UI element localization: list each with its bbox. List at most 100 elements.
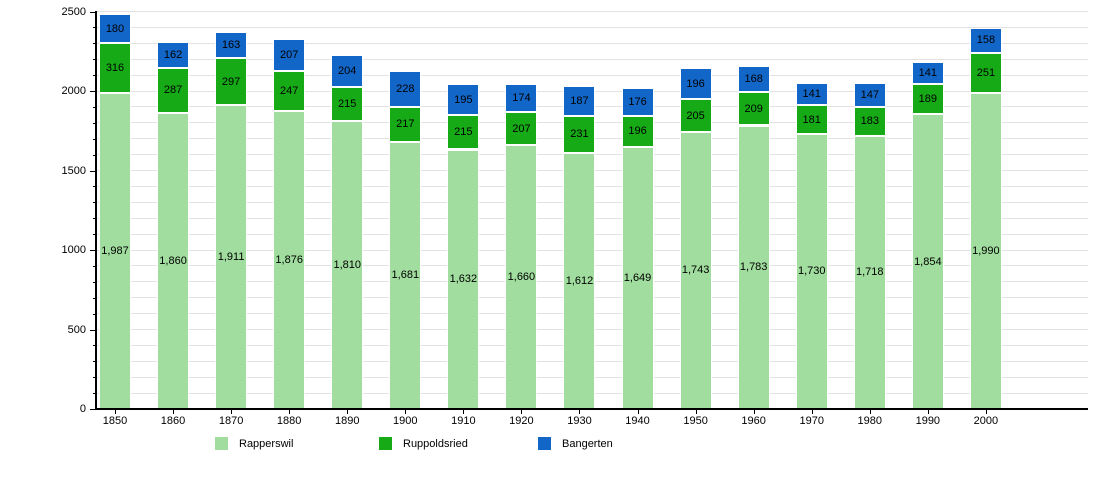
y-axis-line xyxy=(95,10,97,410)
bar-segment-rapperswil xyxy=(505,145,538,409)
bar-value-label: 1,876 xyxy=(275,253,303,266)
bar-segment-bangerten xyxy=(853,83,886,107)
legend-swatch-bangerten xyxy=(538,437,551,450)
bar-segment-ruppoldsried xyxy=(563,115,596,153)
x-axis-tick xyxy=(927,410,929,414)
bar-value-label: 215 xyxy=(338,98,357,111)
bar-segment-ruppoldsried xyxy=(157,67,190,114)
y-axis-minor-tick xyxy=(93,186,96,188)
bar-segment-rapperswil xyxy=(737,125,770,409)
bar-value-label: 1,911 xyxy=(217,251,245,264)
bar-value-label: 204 xyxy=(338,64,357,77)
y-axis-major-tick xyxy=(90,329,96,331)
x-axis-tick xyxy=(231,410,233,414)
bar-value-label: 247 xyxy=(279,85,299,98)
bar-value-label: 1,681 xyxy=(391,269,420,282)
gridline xyxy=(97,58,1088,60)
bar-segment-rapperswil xyxy=(853,135,886,409)
bar-value-label: 1,860 xyxy=(159,255,187,268)
x-axis-tick xyxy=(463,410,465,414)
bar-value-label: 196 xyxy=(628,125,647,138)
x-axis-tick xyxy=(985,410,987,414)
bar-value-label: 231 xyxy=(570,128,589,141)
bar-segment-ruppoldsried xyxy=(911,84,944,115)
bar-segment-bangerten xyxy=(737,65,770,93)
bar-value-label: 1,854 xyxy=(914,255,942,268)
bar-segment-bangerten xyxy=(447,84,480,116)
bar-value-label: 141 xyxy=(802,87,821,100)
bar-value-label: 1,730 xyxy=(797,265,826,278)
bar-segment-rapperswil xyxy=(679,131,712,409)
y-axis-major-tick xyxy=(90,11,96,13)
bar-value-label: 158 xyxy=(976,34,996,47)
bar-segment-ruppoldsried xyxy=(389,107,422,142)
legend-item-rapperswil: Rapperswil xyxy=(215,437,365,451)
x-axis-line xyxy=(95,408,1088,410)
bar-value-label: 1,783 xyxy=(739,261,768,274)
x-axis-tick-label: 1960 xyxy=(741,415,766,427)
bar-segment-rapperswil xyxy=(215,105,248,409)
bar-value-label: 180 xyxy=(105,22,125,35)
y-axis-minor-tick xyxy=(93,393,96,395)
x-axis-tick-label: 1950 xyxy=(683,415,708,427)
x-axis-tick xyxy=(521,410,523,414)
bar-segment-ruppoldsried xyxy=(737,92,770,126)
x-axis-tick xyxy=(347,410,349,414)
y-axis-minor-tick xyxy=(93,234,96,236)
y-axis-minor-tick xyxy=(93,43,96,45)
bar-value-label: 176 xyxy=(628,95,647,108)
bar-value-label: 1,612 xyxy=(565,274,594,287)
bar-segment-ruppoldsried xyxy=(795,105,828,134)
x-axis-tick xyxy=(405,410,407,414)
bar-segment-ruppoldsried xyxy=(505,112,538,146)
legend-swatch-rapperswil xyxy=(215,437,228,450)
x-axis-tick-label: 1860 xyxy=(160,415,186,427)
bar-value-label: 316 xyxy=(105,61,125,74)
x-axis-tick-label: 1920 xyxy=(509,415,534,427)
y-axis-minor-tick xyxy=(93,106,96,108)
bar-value-label: 1,632 xyxy=(449,273,478,286)
bar-segment-bangerten xyxy=(273,38,306,72)
bar-segment-bangerten xyxy=(99,14,131,43)
y-axis-minor-tick xyxy=(93,154,96,156)
y-axis-tick-label: 1500 xyxy=(61,164,86,177)
bar-value-label: 189 xyxy=(918,93,937,106)
x-axis-tick-label: 1890 xyxy=(334,415,360,427)
bar-value-label: 163 xyxy=(221,38,241,51)
bar-value-label: 147 xyxy=(860,89,879,102)
gridline xyxy=(97,42,1088,44)
bar-value-label: 168 xyxy=(744,72,763,85)
legend-label-rapperswil: Rapperswil xyxy=(239,438,294,450)
bar-value-label: 187 xyxy=(570,95,589,108)
bar-value-label: 209 xyxy=(744,102,763,115)
bar-value-label: 215 xyxy=(454,126,473,139)
x-axis-tick-label: 1870 xyxy=(218,415,244,427)
x-axis-tick xyxy=(811,410,813,414)
y-axis-minor-tick xyxy=(93,122,96,124)
bar-segment-ruppoldsried xyxy=(331,87,364,122)
bar-segment-ruppoldsried xyxy=(99,42,131,94)
bar-segment-rapperswil xyxy=(331,121,364,409)
bar-segment-rapperswil xyxy=(795,133,828,409)
y-axis-tick-label: 2000 xyxy=(61,85,86,97)
bar-value-label: 217 xyxy=(396,118,415,131)
y-axis-major-tick xyxy=(90,91,96,92)
bar-value-label: 251 xyxy=(976,66,996,79)
y-axis-major-tick xyxy=(90,409,96,410)
bar-value-label: 181 xyxy=(802,113,821,126)
bar-segment-bangerten xyxy=(157,41,190,68)
bar-segment-bangerten xyxy=(969,27,1002,53)
bar-value-label: 287 xyxy=(163,84,183,97)
x-axis-tick-label: 1850 xyxy=(102,415,128,427)
x-axis-tick xyxy=(173,410,175,414)
bar-segment-rapperswil xyxy=(911,114,944,409)
gridline xyxy=(97,11,1088,12)
bar-segment-ruppoldsried xyxy=(679,99,712,132)
y-axis-minor-tick xyxy=(93,75,96,77)
bar-segment-bangerten xyxy=(679,68,712,100)
legend-item-ruppoldsried: Ruppoldsried xyxy=(379,437,529,451)
y-axis-minor-tick xyxy=(93,361,96,363)
x-axis-tick-label: 1940 xyxy=(625,415,650,427)
bar-segment-bangerten xyxy=(795,82,828,106)
